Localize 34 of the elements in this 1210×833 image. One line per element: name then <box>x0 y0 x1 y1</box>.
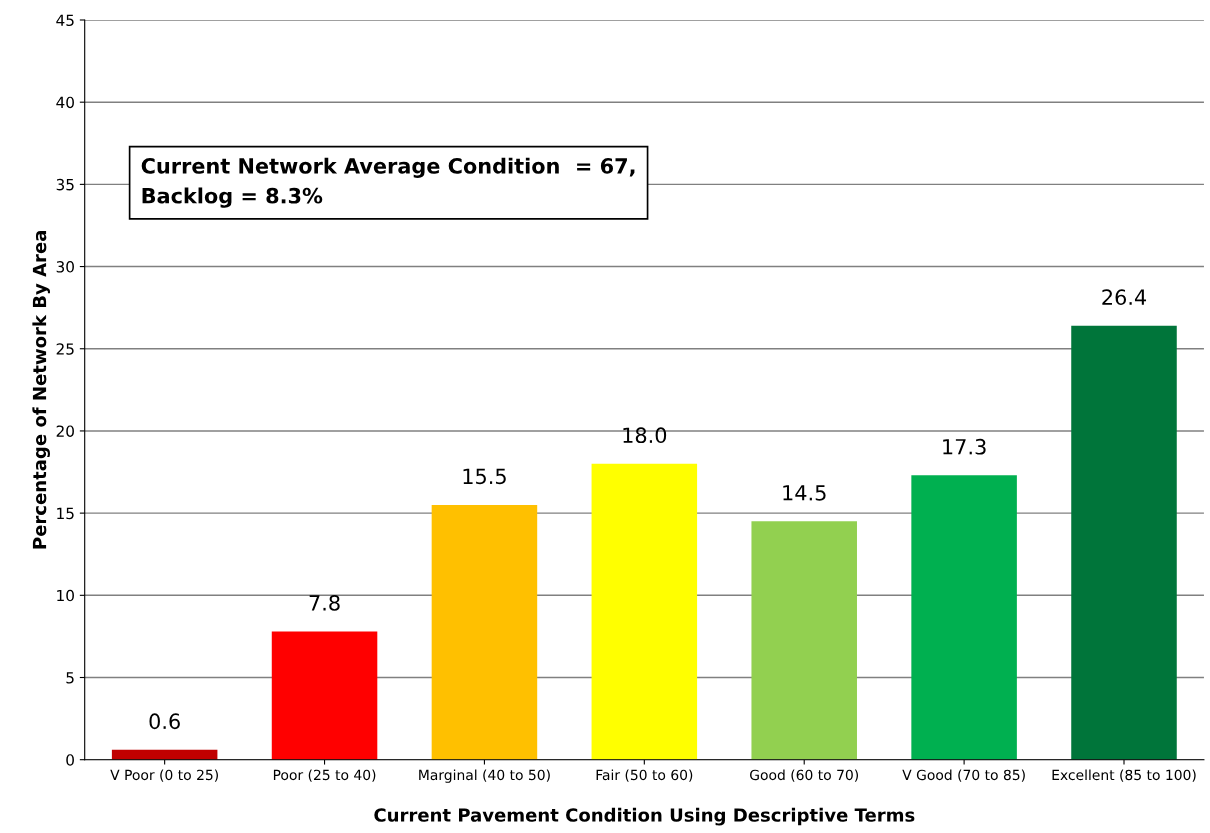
data-label: 0.6 <box>149 713 180 730</box>
data-label: 17.3 <box>943 438 986 455</box>
x-tick-label: V Good (70 to 85) <box>902 769 1025 782</box>
y-tick-label: 15 <box>57 507 74 520</box>
x-tick-label: Poor (25 to 40) <box>273 769 376 782</box>
x-tick-label: Excellent (85 to 100) <box>1052 769 1196 782</box>
y-tick-label: 35 <box>56 178 74 191</box>
annotation: Current Network Average Condition = 67, Backlog = 8.3% <box>141 157 635 208</box>
bar <box>271 631 378 760</box>
y-axis-title: Percentage of Network By Area <box>32 231 50 549</box>
bar <box>431 504 538 760</box>
x-tick-label: Fair (50 to 60) <box>596 769 693 782</box>
data-label: 7.8 <box>309 595 340 611</box>
data-label: 26.4 <box>1102 289 1147 306</box>
data-label: 14.5 <box>783 485 826 501</box>
x-axis-title: Current Pavement Condition Using Descriptive Terms <box>374 807 915 826</box>
y-tick-label: 25 <box>56 343 74 355</box>
data-label: 15.5 <box>463 468 506 485</box>
bar <box>591 463 698 760</box>
x-tick-label: Good (60 to 70) <box>750 769 858 782</box>
bar <box>911 475 1017 760</box>
y-tick-label: 30 <box>56 261 74 273</box>
x-tick-label: Marginal (40 to 50) <box>419 769 550 783</box>
data-label: 18.0 <box>623 427 667 444</box>
y-tick-label: 5 <box>66 672 74 684</box>
y-tick-label: 45 <box>56 14 74 27</box>
y-tick-label: 10 <box>57 589 74 602</box>
x-tick-label: V Poor (0 to 25) <box>110 769 218 782</box>
bar <box>1071 325 1177 760</box>
y-tick-label: 20 <box>56 425 74 437</box>
y-tick-label: 0 <box>66 754 74 766</box>
bar <box>111 749 218 760</box>
y-tick-label: 40 <box>56 96 74 109</box>
bar <box>751 521 857 760</box>
